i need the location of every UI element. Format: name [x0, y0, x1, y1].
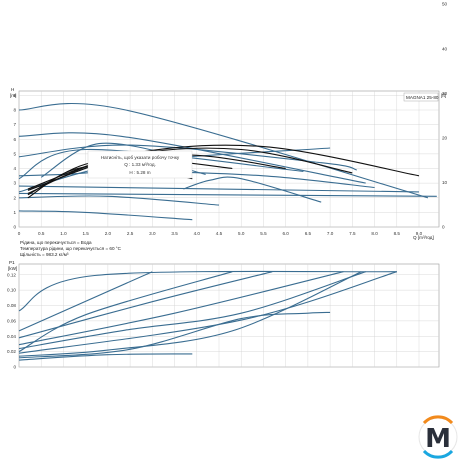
pump-label-box: MAGNA1 25-80	[403, 92, 439, 102]
bottom-y-label: P1	[9, 260, 15, 265]
x-tick-label: 2.0	[105, 231, 112, 236]
black-curve	[27, 147, 353, 191]
x-tick-label: 0	[18, 231, 21, 236]
y-tick-label: 0.04	[7, 334, 16, 339]
brand-logo: M	[418, 415, 458, 459]
y2-tick-label: 30	[442, 91, 448, 96]
caption-line-2: Температура рідини, що перекачується = 6…	[20, 246, 122, 251]
bottom-blue-curves	[18, 270, 397, 361]
top-y2-unit: [ft]	[441, 93, 446, 98]
bottom-y-unit: [kW]	[8, 266, 17, 271]
top-y-unit: [m]	[10, 93, 16, 98]
x-tick-label: 5.5	[260, 231, 267, 236]
black-curve	[27, 144, 420, 190]
power-curve	[18, 271, 344, 346]
bottom-y-ticks: 0 0.02 0.04 0.06 0.08 0.10 0.12	[7, 272, 16, 369]
y-tick-label: 7	[13, 122, 16, 127]
x-tick-label: 6.0	[282, 231, 289, 236]
y-tick-label: 0.12	[7, 272, 16, 277]
y-tick-label: 0.10	[7, 288, 16, 293]
power-curve	[18, 271, 153, 332]
x-tick-label: 1.5	[82, 231, 89, 236]
power-curve	[18, 270, 397, 312]
head-curve-panel[interactable]: 0 0.5 1.0 1.5 2.0 2.5 3.0 3.5 4.0 4.5 5.0 5.5 6.0 6.5…	[10, 0, 448, 257]
pump-title: MAGNA1 25-80	[406, 95, 439, 100]
x-tick-label: 8.0	[371, 231, 378, 236]
x-tick-label: 4.0	[194, 231, 201, 236]
x-tick-label: 1.0	[60, 231, 67, 236]
top-y-ticks: 0 1 2 3 4 5 6 7 8 9	[13, 93, 16, 230]
caption-line-1: Рідина, що перекачується = Вода	[20, 240, 92, 245]
y2-tick-label: 10	[442, 180, 448, 185]
x-tick-label: 6.5	[305, 231, 312, 236]
x-tick-label: 9.0	[416, 231, 423, 236]
y-tick-label: 6	[13, 137, 16, 142]
blue-curve	[18, 192, 437, 197]
blue-curve	[18, 103, 429, 199]
caption-line-3: Щільність = 983.2 кг/м³	[20, 252, 69, 257]
y2-tick-label: 50	[442, 2, 448, 7]
y-tick-label: 0	[13, 225, 16, 230]
logo-arc-blue-icon	[422, 449, 454, 459]
power-curve-panel[interactable]: 0 0.02 0.04 0.06 0.08 0.10 0.12 P1 [kW]	[7, 260, 440, 370]
operating-point-tooltip[interactable]: Натисніть, щоб указати робочу точку Q : …	[87, 150, 193, 179]
blue-curve	[18, 132, 366, 184]
fluid-caption: Рідина, що перекачується = Вода Температ…	[20, 240, 122, 257]
x-tick-label: 7.0	[327, 231, 334, 236]
x-tick-label: 2.5	[127, 231, 134, 236]
logo-arc-orange-icon	[422, 415, 454, 425]
power-curve	[18, 271, 366, 350]
y2-tick-label: 0	[442, 225, 445, 230]
power-curve	[18, 311, 331, 359]
y-tick-label: 5	[13, 151, 16, 156]
top-y-label: H	[11, 87, 14, 92]
tooltip-title: Натисніть, щоб указати робочу точку	[101, 155, 180, 160]
y2-tick-label: 20	[442, 135, 448, 140]
y-tick-label: 0.02	[7, 349, 16, 354]
blue-curve	[18, 210, 193, 221]
tooltip-q: Q : 1.33 м³/год.	[124, 162, 156, 167]
y-tick-label: 9	[13, 93, 16, 98]
top-x-ticks: 0 0.5 1.0 1.5 2.0 2.5 3.0 3.5 4.0 4.5 5.0 5.5 6.0 6.5…	[18, 231, 423, 236]
y-tick-label: 2	[13, 195, 16, 200]
blue-curve	[18, 185, 420, 193]
y-tick-label: 1	[13, 210, 16, 215]
blue-curve	[18, 144, 357, 171]
blue-curve	[18, 195, 220, 206]
power-curve	[18, 353, 193, 361]
power-curve	[18, 271, 233, 353]
power-curve	[18, 271, 397, 354]
x-tick-label: 0.5	[38, 231, 45, 236]
top-x-unit: Q [m³/год]	[413, 235, 434, 240]
blue-curve	[183, 176, 322, 203]
top-y2-ticks: 0102030405060708090	[442, 2, 448, 230]
power-curve	[18, 271, 273, 339]
x-tick-label: 4.5	[216, 231, 223, 236]
x-tick-label: 5.0	[238, 231, 245, 236]
logo-letter: M	[425, 424, 451, 454]
power-curve	[18, 271, 362, 357]
y-tick-label: 3	[13, 181, 16, 186]
x-tick-label: 3.5	[171, 231, 178, 236]
blue-curve	[18, 148, 304, 180]
x-tick-label: 8.5	[394, 231, 401, 236]
y-tick-label: 0.08	[7, 303, 16, 308]
y2-tick-label: 40	[442, 46, 448, 51]
x-tick-label: 3.0	[149, 231, 156, 236]
y-tick-label: 8	[13, 108, 16, 113]
top-black-curves	[27, 144, 420, 199]
tooltip-h: H : 5.28 m	[129, 170, 150, 175]
x-tick-label: 7.5	[349, 231, 356, 236]
y-tick-label: 0	[13, 365, 16, 370]
y-tick-label: 0.06	[7, 318, 16, 323]
y-tick-label: 4	[13, 166, 16, 171]
